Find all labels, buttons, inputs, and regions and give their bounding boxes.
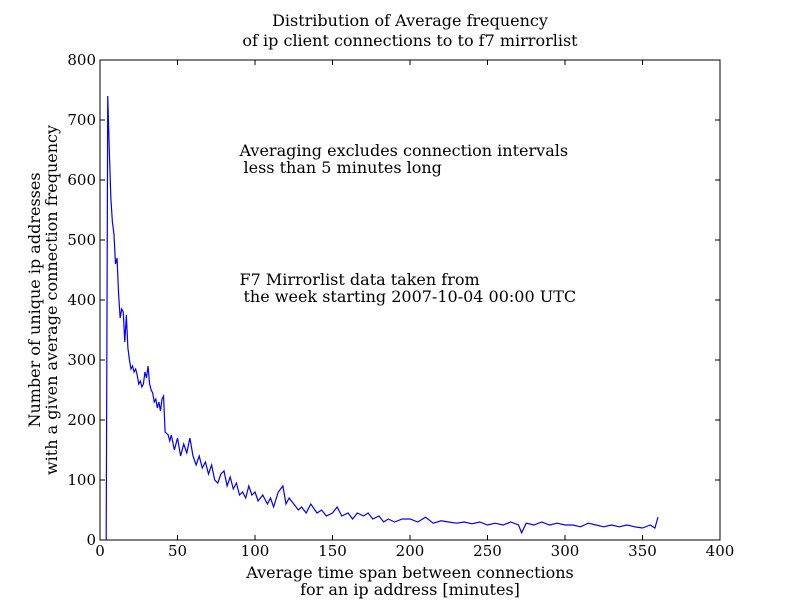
annotation: Averaging excludes connection intervals — [239, 141, 569, 160]
y-tick-label: 0 — [86, 531, 96, 549]
x-tick-label: 300 — [551, 542, 580, 560]
annotation: the week starting 2007-10-04 00:00 UTC — [244, 287, 577, 306]
x-tick-label: 200 — [396, 542, 425, 560]
y-axis-label: with a given average connection frequenc… — [42, 125, 61, 475]
y-tick-label: 500 — [67, 231, 96, 249]
x-tick-label: 400 — [706, 542, 735, 560]
x-tick-label: 50 — [168, 542, 187, 560]
x-axis-label: Average time span between connections — [245, 563, 574, 582]
x-tick-label: 150 — [318, 542, 347, 560]
annotation: F7 Mirrorlist data taken from — [240, 270, 480, 289]
x-tick-label: 350 — [628, 542, 657, 560]
y-tick-label: 700 — [67, 111, 96, 129]
chart-title: Distribution of Average frequency — [272, 11, 548, 30]
y-tick-label: 100 — [67, 471, 96, 489]
y-tick-label: 600 — [67, 171, 96, 189]
y-tick-label: 400 — [67, 291, 96, 309]
annotation: less than 5 minutes long — [244, 158, 442, 177]
x-tick-label: 0 — [95, 542, 105, 560]
x-tick-label: 100 — [241, 542, 270, 560]
y-axis-label: Number of unique ip addresses — [25, 172, 44, 427]
chart-title: of ip client connections to to f7 mirror… — [242, 31, 578, 50]
y-tick-label: 200 — [67, 411, 96, 429]
x-tick-label: 250 — [473, 542, 502, 560]
y-tick-label: 800 — [67, 51, 96, 69]
data-line — [105, 95, 659, 541]
y-tick-label: 300 — [67, 351, 96, 369]
x-axis-label: for an ip address [minutes] — [300, 580, 520, 599]
